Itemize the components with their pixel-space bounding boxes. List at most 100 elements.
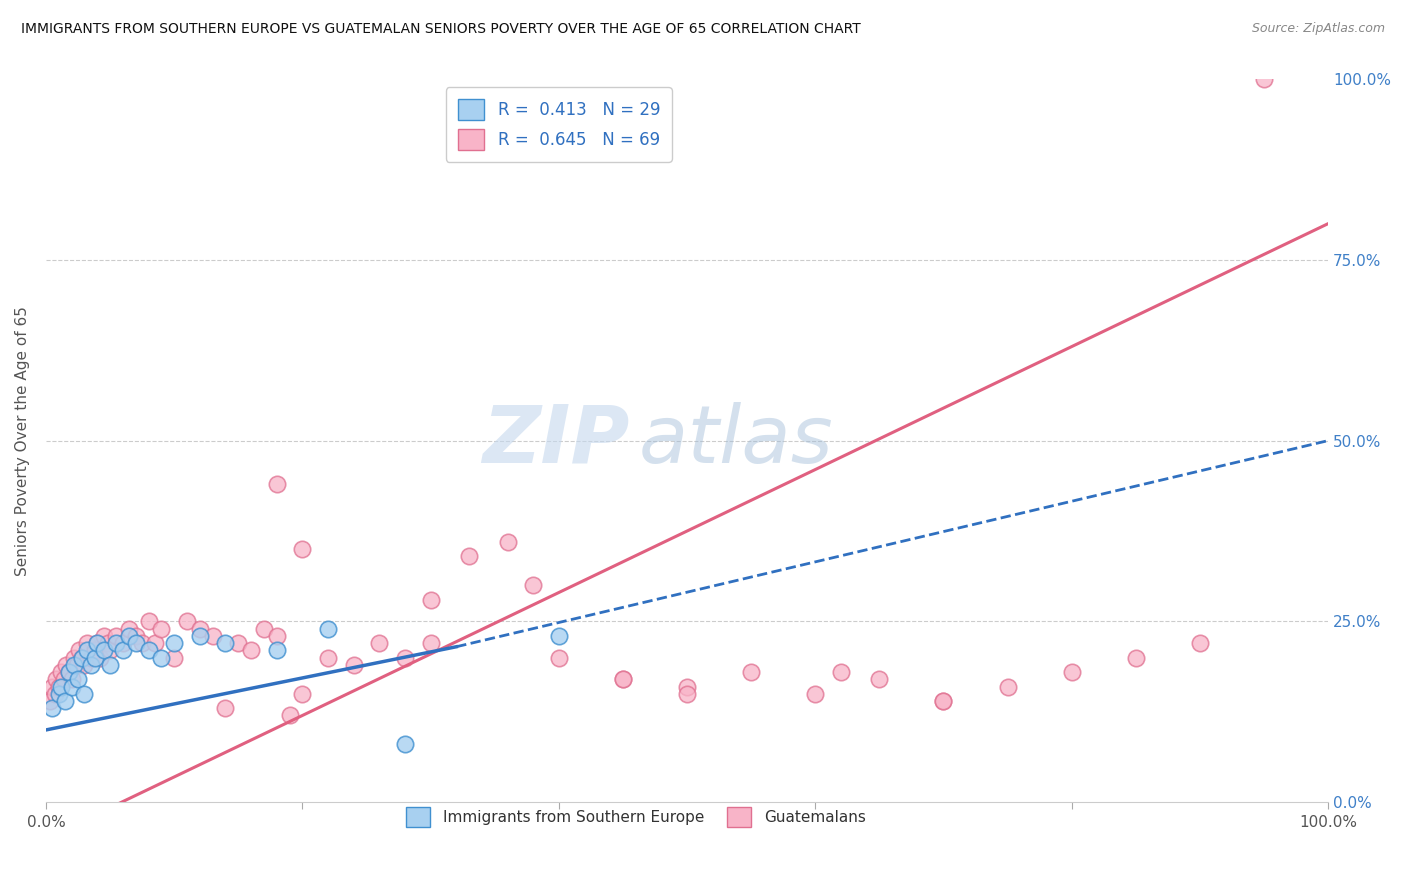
Point xyxy=(266,643,288,657)
Point xyxy=(51,680,73,694)
Point xyxy=(419,592,441,607)
Point xyxy=(53,694,76,708)
Point xyxy=(66,657,89,672)
Point xyxy=(45,673,67,687)
Point xyxy=(676,687,699,701)
Point xyxy=(201,629,224,643)
Point xyxy=(80,657,103,672)
Point xyxy=(48,680,70,694)
Point xyxy=(253,622,276,636)
Point xyxy=(111,636,134,650)
Point xyxy=(143,636,166,650)
Point xyxy=(266,477,288,491)
Point xyxy=(55,657,77,672)
Point xyxy=(240,643,263,657)
Point xyxy=(52,673,75,687)
Point xyxy=(266,629,288,643)
Point xyxy=(89,650,111,665)
Point xyxy=(496,534,519,549)
Point xyxy=(73,657,96,672)
Point xyxy=(676,680,699,694)
Point xyxy=(612,673,634,687)
Point xyxy=(1125,650,1147,665)
Point xyxy=(38,694,60,708)
Point xyxy=(1188,636,1211,650)
Point xyxy=(163,650,186,665)
Point xyxy=(86,636,108,650)
Point xyxy=(868,673,890,687)
Point xyxy=(70,650,93,665)
Point xyxy=(76,643,98,657)
Point xyxy=(740,665,762,679)
Point xyxy=(41,680,63,694)
Y-axis label: Seniors Poverty Over the Age of 65: Seniors Poverty Over the Age of 65 xyxy=(15,306,30,575)
Point xyxy=(343,657,366,672)
Point xyxy=(118,622,141,636)
Point xyxy=(105,629,128,643)
Point xyxy=(58,665,80,679)
Point xyxy=(278,708,301,723)
Point xyxy=(394,738,416,752)
Point xyxy=(70,650,93,665)
Point xyxy=(44,687,66,701)
Point xyxy=(394,650,416,665)
Point xyxy=(41,701,63,715)
Point xyxy=(66,673,89,687)
Point xyxy=(188,622,211,636)
Point xyxy=(214,636,236,650)
Point xyxy=(76,636,98,650)
Point xyxy=(188,629,211,643)
Point xyxy=(547,629,569,643)
Point xyxy=(804,687,827,701)
Point xyxy=(96,636,118,650)
Point xyxy=(51,665,73,679)
Point xyxy=(163,636,186,650)
Point xyxy=(98,643,121,657)
Point xyxy=(419,636,441,650)
Point xyxy=(93,629,115,643)
Point xyxy=(80,650,103,665)
Point xyxy=(932,694,955,708)
Point xyxy=(291,687,314,701)
Point xyxy=(150,622,173,636)
Point xyxy=(176,615,198,629)
Point xyxy=(111,643,134,657)
Point xyxy=(522,578,544,592)
Point xyxy=(73,687,96,701)
Point xyxy=(316,622,339,636)
Point xyxy=(226,636,249,650)
Legend: Immigrants from Southern Europe, Guatemalans: Immigrants from Southern Europe, Guatema… xyxy=(398,799,873,834)
Point xyxy=(547,650,569,665)
Point xyxy=(138,643,160,657)
Point xyxy=(60,680,83,694)
Point xyxy=(63,657,86,672)
Point xyxy=(368,636,391,650)
Text: ZIP: ZIP xyxy=(482,401,630,480)
Point xyxy=(932,694,955,708)
Point xyxy=(131,636,153,650)
Point xyxy=(60,673,83,687)
Point xyxy=(58,665,80,679)
Point xyxy=(291,542,314,557)
Point xyxy=(63,650,86,665)
Point xyxy=(83,650,105,665)
Point xyxy=(125,629,148,643)
Point xyxy=(86,636,108,650)
Point xyxy=(830,665,852,679)
Point xyxy=(1253,72,1275,87)
Point xyxy=(997,680,1019,694)
Point xyxy=(48,687,70,701)
Point xyxy=(83,643,105,657)
Point xyxy=(214,701,236,715)
Point xyxy=(612,673,634,687)
Point xyxy=(316,650,339,665)
Point xyxy=(125,636,148,650)
Text: IMMIGRANTS FROM SOUTHERN EUROPE VS GUATEMALAN SENIORS POVERTY OVER THE AGE OF 65: IMMIGRANTS FROM SOUTHERN EUROPE VS GUATE… xyxy=(21,22,860,37)
Point xyxy=(150,650,173,665)
Point xyxy=(1060,665,1083,679)
Point xyxy=(458,549,481,564)
Point xyxy=(118,629,141,643)
Text: Source: ZipAtlas.com: Source: ZipAtlas.com xyxy=(1251,22,1385,36)
Point xyxy=(98,657,121,672)
Point xyxy=(67,643,90,657)
